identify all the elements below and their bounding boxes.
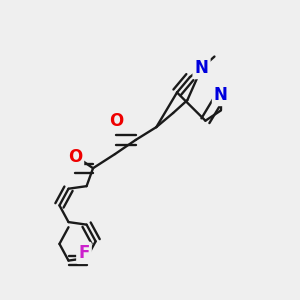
Text: O: O: [109, 112, 123, 130]
Text: N: N: [214, 86, 228, 104]
Text: N: N: [195, 59, 208, 77]
Text: F: F: [78, 244, 90, 262]
Text: O: O: [68, 148, 82, 166]
